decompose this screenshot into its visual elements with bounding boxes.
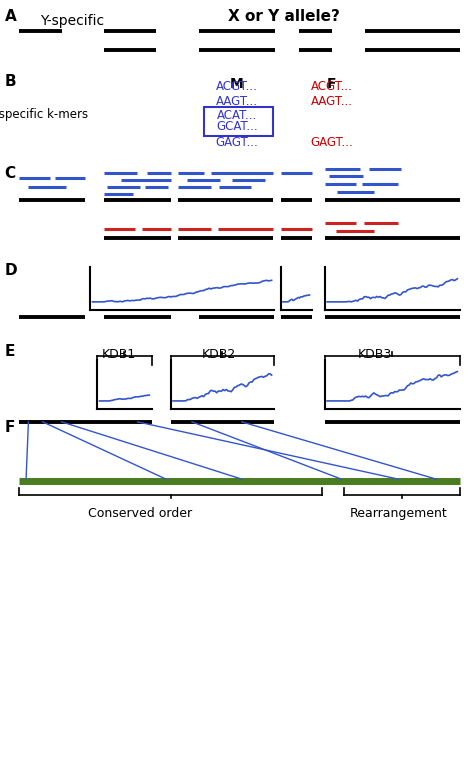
Text: B: B: [5, 74, 17, 88]
Text: GCAT...: GCAT...: [216, 121, 258, 133]
Text: ACAT...: ACAT...: [217, 109, 257, 122]
Text: E: E: [5, 344, 15, 359]
Text: GAGT...: GAGT...: [216, 136, 258, 149]
Text: KDB1: KDB1: [101, 348, 136, 361]
Text: GAGT...: GAGT...: [310, 136, 353, 149]
Text: AAGT...: AAGT...: [311, 95, 353, 108]
Text: A: A: [5, 9, 17, 24]
Text: F: F: [5, 420, 15, 434]
Text: AAGT...: AAGT...: [216, 95, 258, 108]
Text: KDB2: KDB2: [202, 348, 236, 361]
Text: M: M: [230, 77, 244, 91]
Text: C: C: [5, 166, 16, 181]
Text: ACGT...: ACGT...: [216, 80, 258, 93]
Text: Conserved order: Conserved order: [88, 507, 192, 520]
Text: Y-specific: Y-specific: [40, 14, 104, 28]
Text: Rearrangement: Rearrangement: [349, 507, 447, 520]
Text: F: F: [327, 77, 337, 91]
Text: KDB3: KDB3: [357, 348, 392, 361]
Text: ACGT...: ACGT...: [311, 80, 353, 93]
Text: Male specific k-mers: Male specific k-mers: [0, 108, 88, 121]
Text: X or Y allele?: X or Y allele?: [228, 9, 340, 24]
Bar: [204, 107, 273, 136]
Text: D: D: [5, 263, 18, 278]
